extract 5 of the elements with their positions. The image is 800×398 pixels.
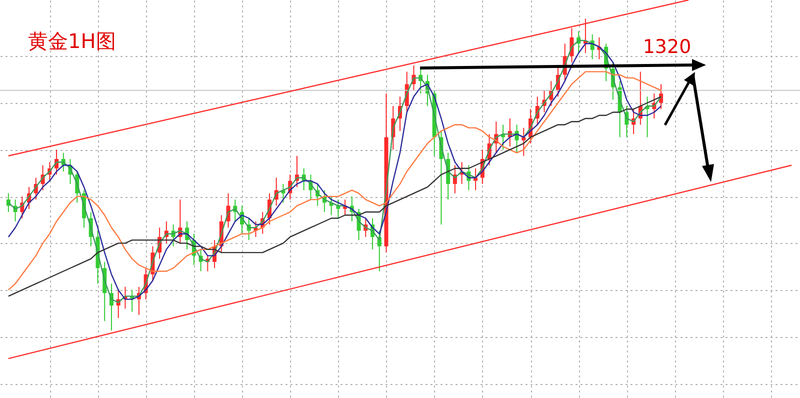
- candlestick: [474, 168, 478, 191]
- annotation: 1320: [642, 36, 692, 58]
- text: 黄金1H图: [28, 29, 116, 53]
- candlestick: [522, 127, 526, 156]
- candlestick: [6, 192, 10, 213]
